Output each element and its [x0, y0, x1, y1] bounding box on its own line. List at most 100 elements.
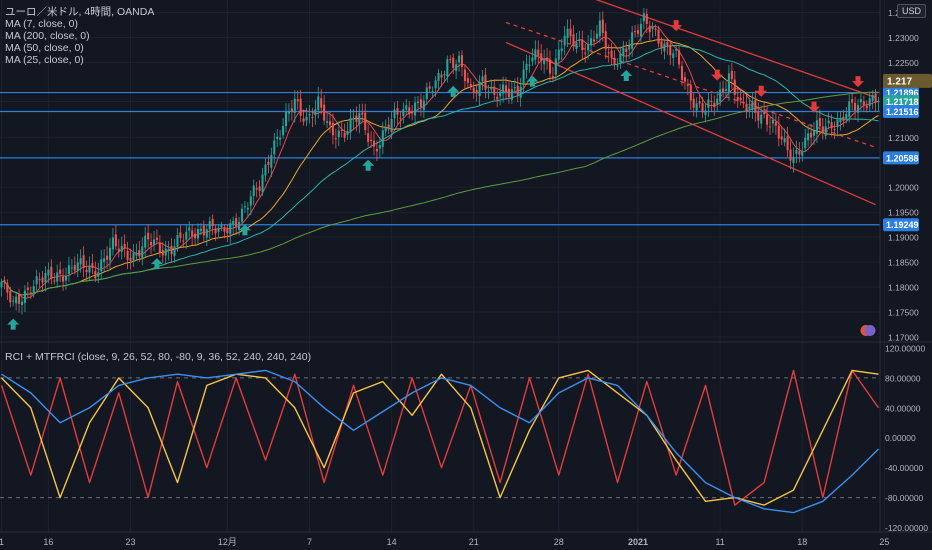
candle-body — [543, 59, 546, 65]
candle-body — [249, 196, 252, 206]
y-tick-label: 1.17500 — [888, 308, 919, 318]
candle-body — [683, 77, 686, 82]
candle-body — [540, 53, 543, 62]
candle-body — [654, 28, 657, 30]
rci-y-tick-label: 0.00000 — [885, 433, 916, 443]
candle-body — [164, 248, 167, 256]
candle-body — [258, 186, 261, 191]
ma50-label[interactable]: MA (50, close, 0) — [5, 42, 84, 54]
candle-body — [763, 112, 766, 115]
chart-title: ユーロ／米ドル, 4時間, OANDA — [5, 6, 155, 18]
candle-body — [663, 43, 666, 52]
candle-body — [440, 74, 443, 78]
candle-body — [35, 276, 38, 285]
currency-button[interactable]: USD — [896, 4, 926, 18]
rci-label[interactable]: RCI + MTFRCI (close, 9, 26, 52, 80, -80,… — [5, 351, 312, 363]
candle-body — [202, 225, 205, 236]
candle-body — [815, 120, 818, 134]
candle-body — [173, 246, 176, 256]
candle-body — [188, 227, 191, 231]
candle-body — [836, 119, 839, 128]
ma200-label[interactable]: MA (200, close, 0) — [5, 30, 90, 42]
candle-body — [751, 101, 754, 110]
candle-body — [722, 88, 725, 93]
candle-body — [372, 140, 376, 147]
candle-body — [519, 86, 522, 98]
candle-body — [862, 101, 865, 106]
candle-body — [648, 25, 651, 33]
candle-body — [399, 117, 402, 119]
candle-body — [287, 111, 290, 114]
candle-body — [510, 89, 513, 100]
candle-body — [408, 107, 411, 115]
candle-body — [240, 208, 244, 222]
candle-body — [616, 65, 619, 67]
y-tick-label: 1.17000 — [888, 333, 919, 343]
candle-body — [669, 44, 672, 56]
candle-body — [23, 290, 26, 303]
candle-body — [73, 265, 76, 271]
candle-body — [0, 282, 3, 288]
candle-body — [252, 185, 255, 196]
y-tick-label: 1.21000 — [888, 133, 919, 143]
candle-body — [100, 259, 103, 272]
candle-body — [150, 241, 153, 246]
candle-body — [493, 86, 496, 95]
sell-arrow-icon — [755, 85, 768, 97]
candle-body — [531, 57, 534, 62]
candle-body — [704, 110, 707, 115]
candle-body — [522, 69, 525, 85]
candle-body — [792, 156, 795, 164]
price-label: 1.20588 — [886, 153, 919, 163]
candle-body — [141, 246, 144, 258]
candle-body — [305, 116, 308, 121]
candle-body — [874, 93, 877, 103]
candle-body — [516, 85, 519, 95]
candle-body — [56, 272, 59, 282]
candle-body — [727, 73, 730, 93]
candle-body — [689, 85, 692, 101]
candle-body — [798, 151, 801, 155]
candle-body — [126, 250, 129, 260]
candle-body — [44, 273, 47, 283]
candle-body — [692, 98, 695, 108]
candle-body — [194, 233, 197, 239]
channel-upper — [595, 0, 876, 98]
candle-body — [487, 91, 490, 93]
event-icon[interactable] — [859, 324, 877, 337]
candle-body — [625, 48, 628, 52]
candle-body — [458, 55, 461, 63]
candle-body — [299, 98, 302, 116]
ma25-label[interactable]: MA (25, close, 0) — [5, 54, 84, 66]
candle-body — [449, 59, 452, 61]
candle-body — [469, 83, 472, 87]
candle-body — [396, 108, 399, 115]
candle-body — [182, 240, 185, 242]
candle-body — [70, 267, 73, 269]
candle-body — [273, 140, 276, 155]
buy-arrow-icon — [150, 258, 163, 270]
candle-body — [155, 237, 158, 241]
candle-body — [760, 114, 763, 124]
candle-body — [548, 59, 552, 74]
candle-body — [774, 122, 777, 126]
candle-body — [504, 85, 508, 92]
price-label: 1.19249 — [886, 220, 919, 230]
candle-body — [631, 32, 634, 49]
candle-body — [53, 280, 56, 282]
sell-arrow-icon — [670, 20, 683, 32]
candle-body — [801, 151, 804, 156]
candle-body — [601, 19, 604, 33]
candle-body — [839, 117, 842, 123]
candle-body — [191, 230, 194, 237]
ma7-label[interactable]: MA (7, close, 0) — [5, 18, 78, 30]
candle-body — [64, 275, 68, 281]
candle-body — [393, 109, 396, 119]
candle-body — [111, 237, 114, 250]
candle-body — [196, 228, 200, 239]
candle-body — [651, 26, 654, 30]
candle-body — [117, 248, 120, 252]
candle-body — [446, 59, 449, 77]
